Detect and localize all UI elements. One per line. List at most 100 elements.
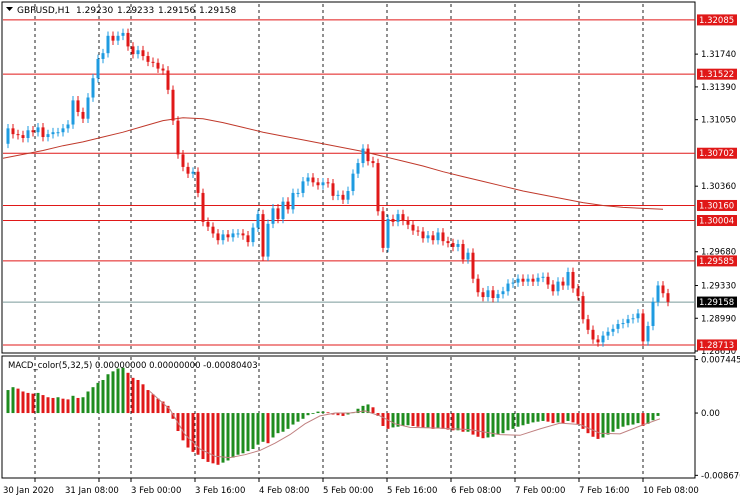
candle [526,274,530,286]
candle-body [421,231,425,239]
time-tick-label: 5 Feb 00:00 [323,486,373,496]
candle-body [146,56,150,62]
candle [271,204,275,229]
candle-body [21,135,25,138]
candle-body [246,235,250,243]
macd-bar [241,413,245,454]
candle-body [176,120,180,155]
macd-bar [201,413,205,460]
price-axis[interactable]: 1.31740 1.31390 1.31050 1.30360 1.29680 1.293… [695,50,736,357]
candle-body [511,282,515,284]
time-tick-label: 5 Feb 16:00 [387,486,437,496]
ohlc-low: 1.29156 [158,6,195,16]
candle-body [451,243,455,247]
macd-bar [616,413,620,429]
candle-body [266,223,270,257]
candle-body [71,100,75,125]
candle-body [286,201,290,210]
candle-body [221,234,225,241]
macd-bar [531,413,535,423]
candle [146,51,150,67]
macd-panel[interactable]: 0.0074451 0.00 -0.008670 MACD_color(5,32,5… [1,355,740,482]
macd-bar [481,413,485,439]
candle [151,57,155,68]
candle [596,335,600,347]
macd-bar [411,413,415,426]
candle-body [626,319,630,324]
candle [646,321,650,346]
macd-bar [386,413,390,429]
macd-bar [426,413,430,428]
time-tick-label: 3 Feb 00:00 [131,486,181,496]
candle [421,227,425,243]
moving-average-line [2,117,664,210]
macd-bar [431,413,435,429]
macd-bar [26,392,30,414]
candle [61,124,65,137]
candle [236,229,240,238]
candle-body [321,182,325,186]
macd-bar [601,413,605,438]
candle [316,178,320,190]
candle-body [281,201,285,219]
macd-bar [406,413,410,426]
macd-bar [236,413,240,455]
candle-body [621,323,625,325]
macd-bar [231,413,235,458]
candle-body [116,35,120,41]
candle-body [171,89,175,121]
candle [181,150,185,172]
candle [296,188,300,198]
candle-body [496,294,500,299]
candle-body [141,50,145,57]
macd-bar [41,395,45,414]
dropdown-arrow-icon[interactable] [6,7,13,11]
candle-body [411,224,415,231]
candle-body [76,100,80,112]
candle-body [416,230,420,232]
candle-body [106,35,110,54]
macd-bar [506,413,510,431]
candle-body [66,124,70,129]
candle-body [606,331,610,336]
macd-bar [161,401,165,414]
candle [221,230,225,245]
time-axis[interactable]: 30 Jan 2020 31 Jan 08:00 3 Feb 00:00 3 Feb … [3,478,699,496]
macd-bar [36,392,40,414]
macd-bar [606,413,610,435]
macd-bar [646,413,650,424]
candle [351,169,355,196]
candle-body [201,192,205,222]
candle [171,85,175,125]
macd-bar [391,413,395,428]
macd-bar [6,390,10,414]
macd-bar [441,413,445,429]
level-tag [697,68,737,80]
level-tag [697,199,737,211]
macd-bar [136,379,140,414]
candle [431,231,435,245]
candle-body [371,161,375,164]
macd-bar [551,413,555,424]
macd-bar [131,377,135,414]
candle-body [581,296,585,320]
candle-body [501,291,505,295]
candle-body [391,218,395,222]
macd-bar [651,413,655,421]
price-panel[interactable]: 1.31740 1.31390 1.31050 1.30360 1.29680 1.293… [1,1,737,357]
macd-bar [556,413,560,423]
candle-body [546,276,550,285]
candle [576,284,580,301]
candle [136,45,140,59]
candle-body [576,288,580,297]
candle [246,231,250,247]
macd-bar [656,413,660,416]
candle [241,229,245,240]
macd-axis[interactable]: 0.0074451 0.00 -0.008670 [695,356,740,482]
candle [381,206,385,253]
candles [6,28,670,347]
time-tick-label: 31 Jan 08:00 [65,486,119,496]
macd-tick-label: 0.0074451 [701,356,740,366]
level-tag-label: 1.30702 [699,149,734,159]
